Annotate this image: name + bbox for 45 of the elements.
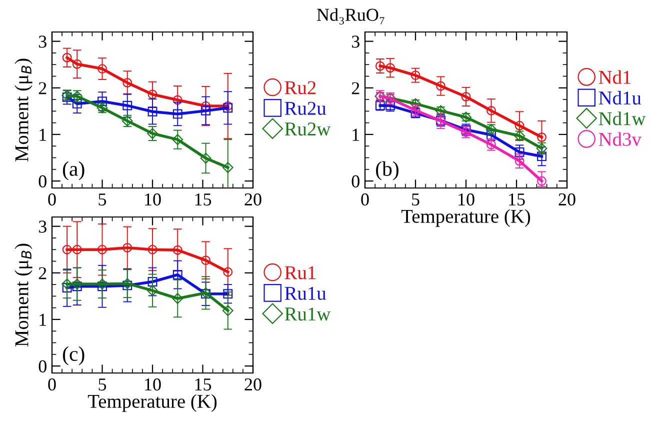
y-tick-label: 2 [38, 267, 46, 280]
y-tick-label: 0 [38, 175, 46, 188]
legend-label: Nd3v [598, 132, 642, 146]
x-tick-label: 15 [509, 193, 525, 206]
x-tick-label: 10 [145, 193, 161, 206]
y-tick-label: 3 [38, 220, 46, 233]
y-tick-label: 0 [38, 360, 46, 372]
y-axis-title: Moment (μ$_{B}$) [14, 58, 32, 162]
y-tick-label: 1 [40, 314, 46, 326]
x-axis-title: Temperature (K) [401, 209, 530, 227]
x-axis-title: Temperature (K) [88, 394, 217, 412]
legend-label: Nd1u [598, 90, 642, 105]
x-tick-label: 5 [98, 194, 106, 206]
x-tick-label: 0 [361, 193, 369, 206]
x-tick-label: 5 [98, 378, 106, 391]
x-tick-label: 20 [244, 378, 262, 391]
x-tick-label: 15 [195, 193, 212, 206]
y-tick-label: 2 [352, 82, 360, 94]
legend-label: Ru2u [284, 102, 326, 115]
annotation: (c) [62, 346, 84, 366]
x-tick-label: 10 [458, 193, 474, 206]
legend-label: Nd1w [598, 112, 646, 126]
x-tick-label: 20 [244, 193, 262, 206]
legend-label: Ru2 [284, 81, 316, 94]
x-tick-label: 10 [145, 378, 161, 391]
y-tick-label: 3 [38, 36, 46, 48]
annotation: (a) [62, 161, 84, 180]
annotation: (b) [376, 161, 398, 180]
y-tick-label: 1 [40, 128, 46, 141]
y-axis-title: Moment (μ$_{B}$) [14, 244, 32, 347]
x-tick-label: 5 [412, 194, 420, 206]
text: Ru1w [284, 308, 331, 321]
y-tick-label: 0 [352, 175, 360, 188]
x-tick-label: 0 [48, 378, 56, 391]
legend-label: Ru2w [284, 122, 331, 136]
x-tick-label: 15 [195, 378, 212, 391]
x-tick-label: 20 [558, 193, 576, 206]
y-tick-label: 2 [38, 82, 46, 94]
legend-label: Nd1 [598, 70, 631, 84]
y-tick-label: 3 [352, 36, 360, 48]
y-tick-label: 1 [352, 128, 360, 141]
text: Ru1u [284, 286, 326, 300]
chart-title: Nd₃RuO₇ [316, 8, 384, 24]
x-tick-label: 0 [48, 193, 56, 206]
text: Ru1 [284, 266, 316, 280]
